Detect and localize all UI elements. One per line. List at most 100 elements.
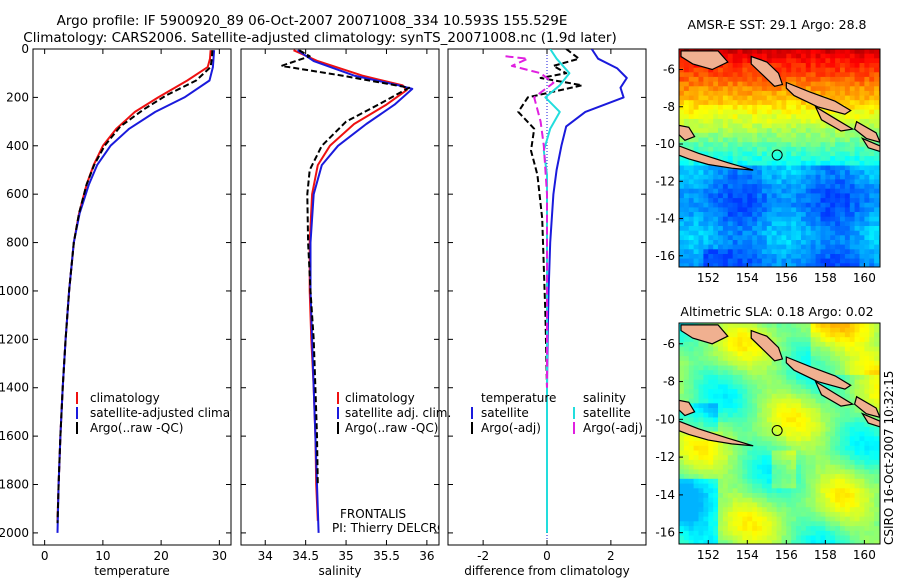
map-cell <box>864 123 870 129</box>
map-cell <box>791 379 797 385</box>
map-cell <box>854 431 861 437</box>
map-cell <box>732 202 739 208</box>
map-cell <box>805 408 812 414</box>
map-cell <box>781 356 787 362</box>
map-cell <box>854 212 861 218</box>
map-cell <box>805 516 812 522</box>
map-cell <box>864 67 870 73</box>
series-line-satellite-adj-clim- <box>297 49 414 533</box>
map-cell <box>840 249 846 255</box>
map-cell <box>801 540 807 544</box>
map-cell <box>683 174 690 181</box>
map-cell <box>722 258 729 264</box>
map-cell <box>796 244 802 250</box>
map-cell <box>810 128 817 134</box>
map-cell <box>781 497 787 503</box>
map-cell <box>849 72 856 78</box>
map-cell <box>727 332 734 338</box>
map-cell <box>757 132 763 139</box>
map-cell <box>815 360 822 367</box>
map-cell <box>742 179 748 185</box>
map-cell <box>849 464 856 470</box>
map-cell <box>859 422 865 428</box>
map-cell <box>698 530 704 537</box>
map-cell <box>781 132 787 139</box>
map-cell <box>869 365 875 371</box>
map-cell <box>776 526 783 532</box>
y-tick-label: 1000 <box>0 284 29 298</box>
map-cell <box>835 184 841 190</box>
map-cell <box>796 193 802 199</box>
map-cell <box>810 198 817 204</box>
map-cell <box>796 263 802 267</box>
sla-map-title: Altimetric SLA: 0.18 Argo: 0.02 <box>680 304 873 319</box>
map-cell <box>737 160 743 167</box>
map-cell <box>708 188 714 194</box>
map-cell <box>796 455 802 461</box>
map-cell <box>757 356 763 362</box>
map-cell <box>747 230 753 236</box>
map-cell <box>713 254 719 260</box>
map-cell <box>698 118 704 125</box>
map-cell <box>737 86 743 92</box>
map-cell <box>849 417 856 423</box>
map-cell <box>781 109 787 115</box>
map-cell <box>742 72 748 78</box>
map-cell <box>766 184 773 190</box>
map-cell <box>869 346 875 352</box>
map-cell <box>810 160 817 167</box>
map-cell <box>713 249 719 255</box>
map-cell <box>693 455 700 461</box>
map-cell <box>801 58 807 64</box>
map-cell <box>737 511 743 518</box>
map-cell <box>698 540 704 544</box>
map-cell <box>864 193 870 199</box>
map-cell <box>844 184 851 190</box>
map-cell <box>679 516 685 522</box>
map-cell <box>859 464 865 470</box>
island-coastline <box>679 399 696 417</box>
map-cell <box>786 90 792 97</box>
map-cell <box>722 337 729 343</box>
map-cell <box>757 488 763 494</box>
map-cell <box>771 408 778 414</box>
map-cell <box>835 72 841 78</box>
map-cell <box>815 507 822 513</box>
map-cell <box>859 346 865 352</box>
map-cell <box>688 497 695 503</box>
map-cell <box>844 459 851 466</box>
map-cell <box>766 436 773 442</box>
map-cell <box>732 341 739 348</box>
map-cell <box>679 535 685 541</box>
map-cell <box>732 151 739 157</box>
map-cell <box>683 540 690 544</box>
map-cell <box>796 151 802 157</box>
map-cell <box>844 511 851 518</box>
map-cell <box>810 114 817 120</box>
map-cell <box>703 151 709 157</box>
map-cell <box>727 327 734 333</box>
map-cell <box>708 403 714 409</box>
map-cell <box>791 393 797 400</box>
map-cell <box>825 137 831 143</box>
map-cell <box>869 521 875 527</box>
map-cell <box>698 341 704 348</box>
map-cell <box>703 370 709 376</box>
map-cell <box>708 90 714 97</box>
map-cell <box>718 412 724 418</box>
map-cell <box>761 323 768 329</box>
map-cell <box>849 216 856 222</box>
map-cell <box>796 535 802 541</box>
map-cell <box>786 230 792 236</box>
map-cell <box>722 502 729 508</box>
map-cell <box>742 412 748 418</box>
map-cell <box>805 53 812 59</box>
map-cell <box>859 156 865 162</box>
map-cell <box>830 526 836 532</box>
map-cell <box>722 184 729 190</box>
map-cell <box>742 146 748 153</box>
map-cell <box>718 137 724 143</box>
map-cell <box>693 540 700 544</box>
map-cell <box>742 511 748 518</box>
map-cell <box>791 258 797 264</box>
